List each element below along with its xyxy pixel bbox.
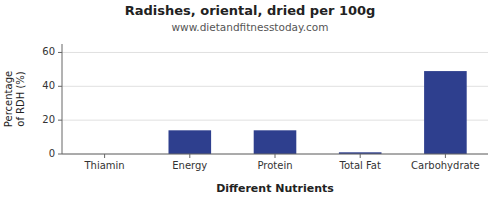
y-axis-label-line: of RDH (%)	[15, 71, 26, 127]
y-tick-label: 60	[42, 46, 55, 57]
y-grid	[62, 52, 488, 154]
x-tick	[189, 154, 190, 158]
y-tick-label: 40	[42, 80, 55, 91]
y-ticks: 0 20 40 60	[42, 46, 62, 159]
bar	[169, 130, 212, 154]
grid-line	[62, 52, 488, 53]
bar	[424, 71, 467, 154]
x-tick	[445, 154, 446, 158]
y-tick	[58, 154, 62, 155]
bar	[254, 130, 297, 154]
bars	[169, 71, 467, 154]
y-tick	[58, 120, 62, 121]
y-tick	[58, 52, 62, 53]
x-tick-label: Protein	[257, 160, 292, 171]
x-tick-label: Carbohydrate	[411, 160, 480, 171]
x-tick-label: Thiamin	[83, 160, 124, 171]
title: Radishes, oriental, dried per 100g	[125, 3, 376, 18]
y-axis-label-line: Percentage	[3, 71, 14, 127]
x-tick	[360, 154, 361, 158]
x-tick-label: Total Fat	[338, 160, 380, 171]
y-tick-label: 20	[42, 114, 55, 125]
x-tick	[275, 154, 276, 158]
y-tick	[58, 86, 62, 87]
y-tick-label: 0	[49, 148, 55, 159]
y-axis-label: Percentageof RDH (%)	[3, 71, 26, 127]
x-tick	[104, 154, 105, 158]
subtitle: www.dietandfitnesstoday.com	[172, 21, 329, 33]
chart-container: 0 20 40 60 Thiamin Energy Protein Total Fat Carb…	[0, 0, 500, 200]
x-axis-label: Different Nutrients	[216, 182, 334, 195]
y-axis-line	[62, 44, 63, 154]
chart-svg: 0 20 40 60 Thiamin Energy Protein Total Fat Carb…	[0, 0, 500, 200]
x-tick-label: Energy	[172, 160, 207, 171]
x-ticks: Thiamin Energy Protein Total Fat Carbohydrat…	[83, 154, 479, 171]
